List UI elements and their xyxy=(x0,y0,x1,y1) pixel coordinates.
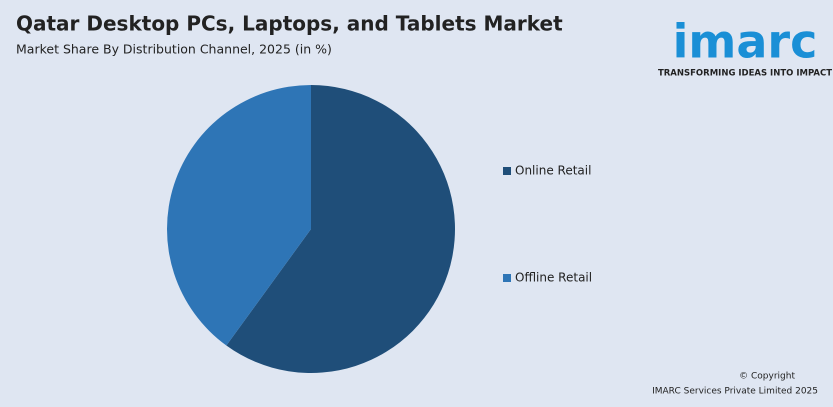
copyright: © Copyright xyxy=(739,372,795,382)
chart-subtitle: Market Share By Distribution Channel, 20… xyxy=(16,42,332,57)
logo-tagline: TRANSFORMING IDEAS INTO IMPACT xyxy=(658,69,832,79)
legend-label: Offline Retail xyxy=(515,271,592,285)
copyright-owner: IMARC Services Private Limited 2025 xyxy=(652,387,818,397)
pie-slice xyxy=(166,85,311,346)
legend-marker xyxy=(503,167,511,175)
logo: imarc xyxy=(673,15,818,69)
chart-title: Qatar Desktop PCs, Laptops, and Tablets … xyxy=(16,12,563,36)
pie-slice xyxy=(226,85,455,373)
legend-marker xyxy=(503,274,511,282)
legend-label: Online Retail xyxy=(515,164,591,178)
